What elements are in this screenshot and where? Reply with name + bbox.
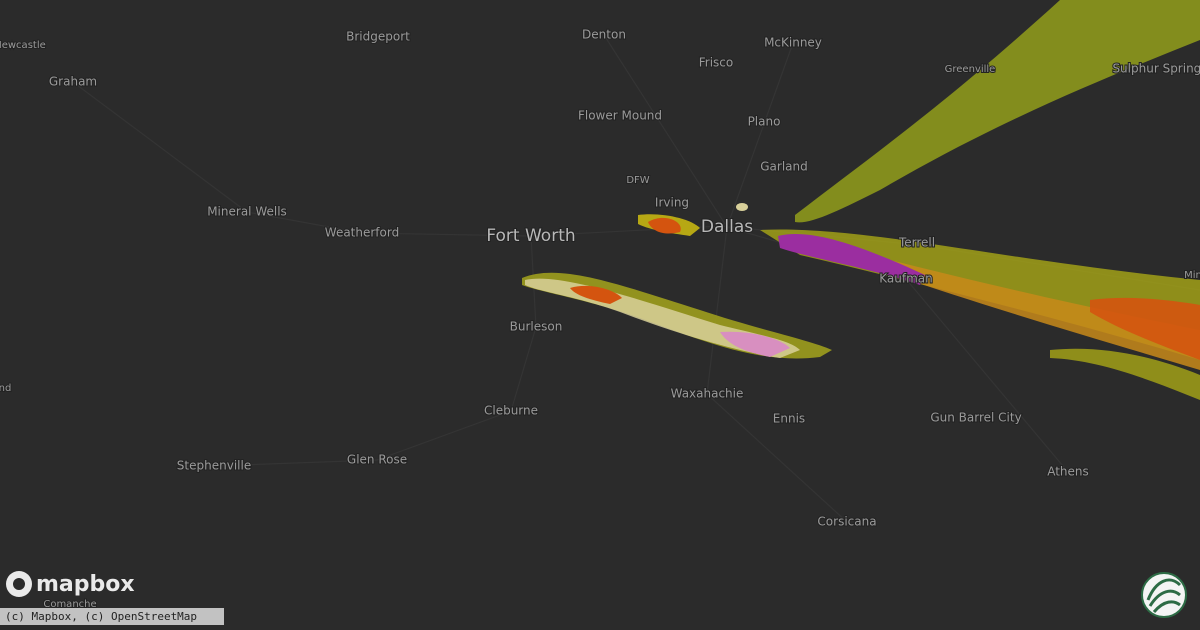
city-labels: Newcastle Graham Bridgeport Denton McKin… bbox=[0, 27, 1200, 612]
brand-badge bbox=[1141, 572, 1187, 618]
city-label: Min bbox=[1184, 270, 1200, 281]
city-label: Waxahachie bbox=[671, 387, 744, 401]
hail-swaths bbox=[522, 0, 1200, 400]
city-label: Dallas bbox=[701, 217, 753, 237]
city-label: Terrell bbox=[898, 236, 935, 250]
city-label: Sulphur Springs bbox=[1112, 62, 1200, 76]
city-label: Newcastle bbox=[0, 40, 46, 51]
city-label: Kaufman bbox=[879, 272, 933, 286]
attribution-bg bbox=[0, 608, 224, 625]
logo-text: mapbox bbox=[36, 572, 135, 597]
city-label: DFW bbox=[626, 175, 649, 186]
city-label: Mineral Wells bbox=[207, 205, 287, 219]
city-label: Graham bbox=[49, 75, 97, 89]
city-label: Bridgeport bbox=[346, 30, 410, 44]
city-label: Frisco bbox=[699, 56, 734, 70]
city-label: Burleson bbox=[510, 320, 563, 334]
city-label: Glen Rose bbox=[347, 453, 407, 467]
city-label: Corsicana bbox=[817, 515, 876, 529]
city-label: Garland bbox=[760, 160, 808, 174]
city-label: nd bbox=[0, 383, 11, 394]
city-label: McKinney bbox=[764, 36, 822, 50]
city-label: Stephenville bbox=[177, 459, 251, 473]
attribution: (c) Mapbox, (c) OpenStreetMap bbox=[5, 610, 197, 623]
city-label: Athens bbox=[1047, 465, 1089, 479]
city-label: Weatherford bbox=[325, 226, 399, 240]
city-label: Irving bbox=[655, 196, 689, 210]
city-label: Fort Worth bbox=[486, 226, 575, 246]
city-label: Denton bbox=[582, 28, 626, 42]
city-label: Flower Mound bbox=[578, 109, 662, 123]
city-label: Ennis bbox=[773, 412, 805, 426]
city-label: Comanche bbox=[43, 599, 96, 610]
city-label: Gun Barrel City bbox=[930, 411, 1021, 425]
mapbox-logo: mapbox bbox=[6, 571, 135, 597]
city-label: Greenville bbox=[945, 64, 996, 75]
city-label: Plano bbox=[748, 115, 781, 129]
city-label: Cleburne bbox=[484, 404, 538, 418]
